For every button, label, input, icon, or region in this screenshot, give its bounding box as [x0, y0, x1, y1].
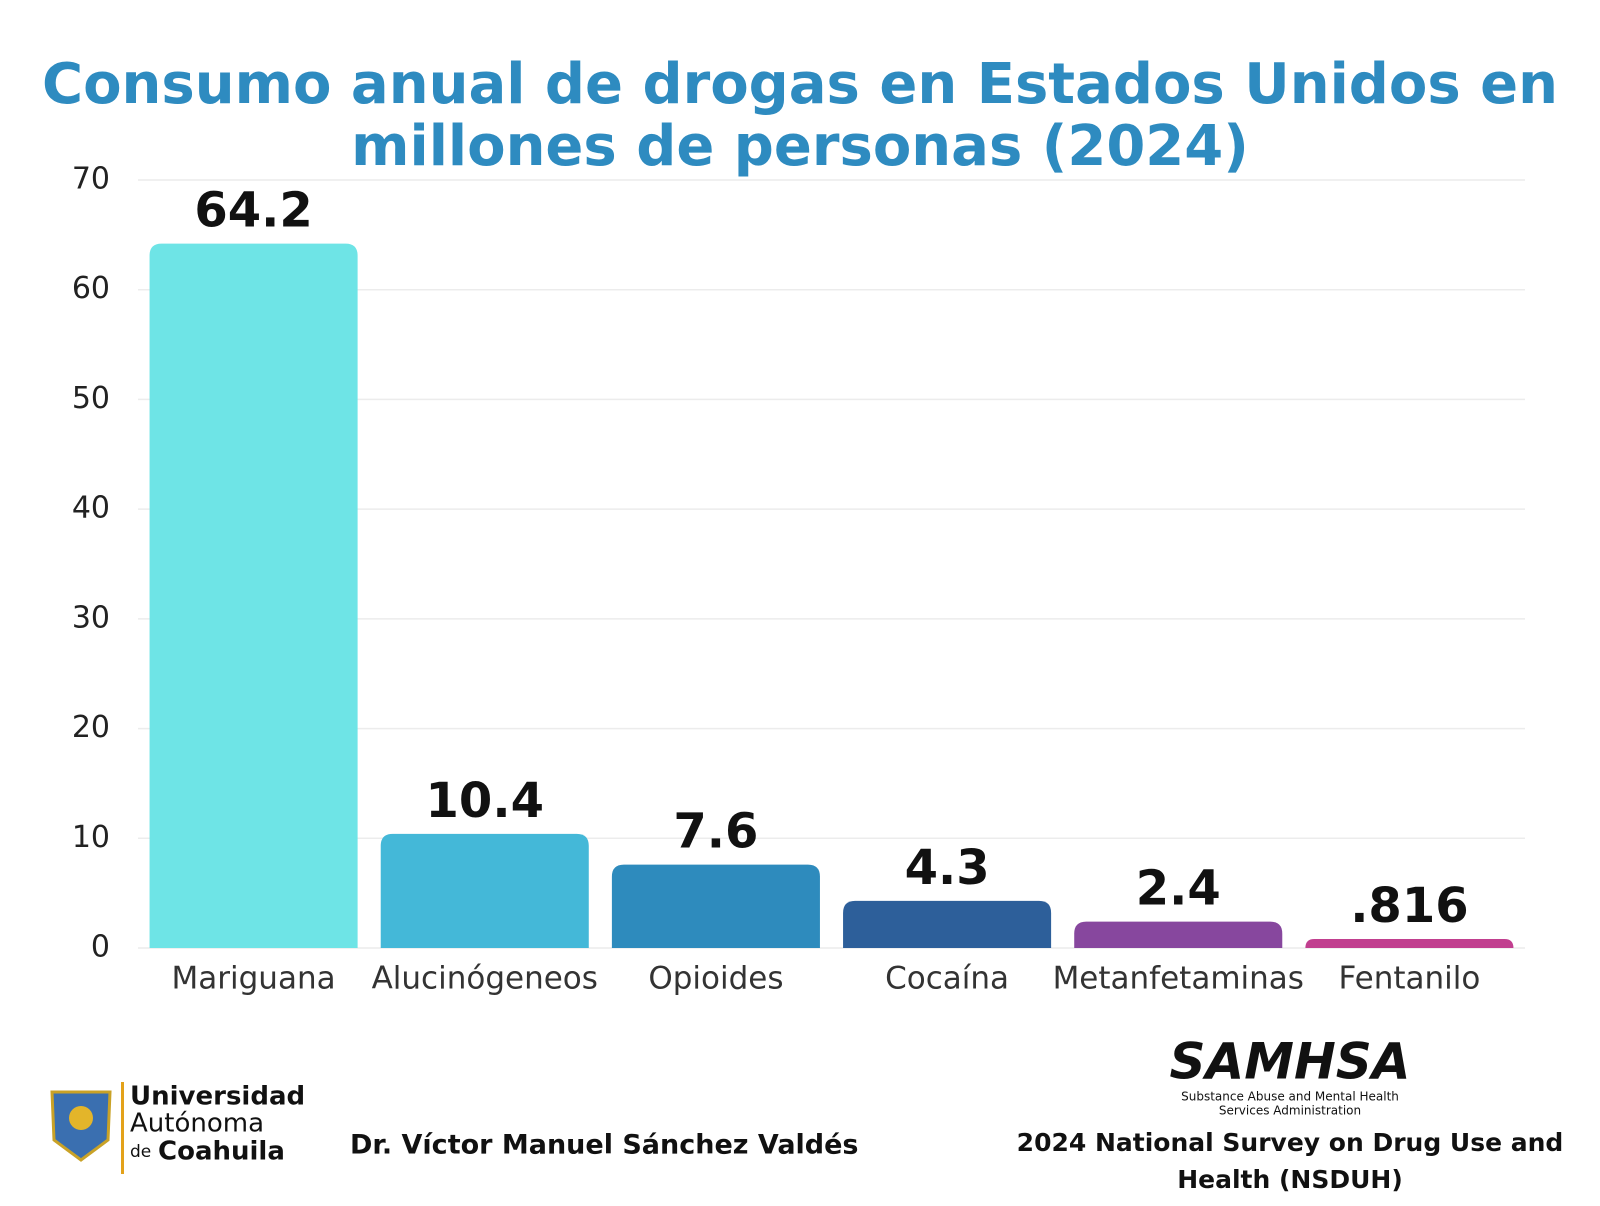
value-label: 7.6 — [673, 804, 758, 860]
bar — [1305, 939, 1514, 948]
y-tick-label: 20 — [72, 710, 110, 745]
university-name: Universidad — [130, 1082, 305, 1112]
value-label: .816 — [1350, 878, 1468, 934]
y-tick-label: 70 — [72, 162, 110, 197]
x-tick-label: Cocaína — [885, 961, 1009, 997]
agency-logo: SAMHSA — [1169, 1033, 1410, 1091]
y-tick-label: 0 — [91, 930, 110, 965]
university-name: Autónoma — [130, 1109, 264, 1139]
chart-title: millones de personas (2024) — [351, 114, 1249, 179]
y-tick-label: 50 — [72, 381, 110, 416]
x-tick-label: Opioides — [648, 961, 783, 997]
bar — [149, 243, 358, 949]
agency-name: Substance Abuse and Mental Health — [1181, 1090, 1399, 1104]
agency-name: Services Administration — [1219, 1104, 1361, 1118]
author: Dr. Víctor Manuel Sánchez Valdés — [350, 1130, 859, 1161]
chart-title: Consumo anual de drogas en Estados Unido… — [42, 52, 1558, 117]
source: Health (NSDUH) — [1177, 1165, 1403, 1194]
university-logo — [50, 1082, 124, 1174]
x-tick-label: Alucinógeneos — [372, 961, 598, 997]
value-label: 4.3 — [905, 840, 990, 896]
x-tick-label: Mariguana — [172, 961, 336, 997]
bar — [611, 864, 820, 948]
y-tick-label: 60 — [72, 271, 110, 306]
source: 2024 National Survey on Drug Use and — [1017, 1128, 1564, 1157]
value-label: 10.4 — [426, 773, 544, 829]
y-tick-label: 40 — [72, 491, 110, 526]
value-label: 64.2 — [194, 183, 312, 239]
value-label: 2.4 — [1136, 861, 1221, 917]
x-tick-label: Metanfetaminas — [1053, 961, 1304, 997]
y-tick-label: 30 — [72, 600, 110, 635]
university-name: de — [130, 1142, 151, 1162]
bar — [1074, 921, 1283, 948]
university-name: Coahuila — [158, 1137, 285, 1167]
bar — [843, 900, 1052, 948]
y-tick-label: 10 — [72, 820, 110, 855]
x-tick-label: Fentanilo — [1338, 961, 1480, 997]
bar — [380, 833, 589, 948]
